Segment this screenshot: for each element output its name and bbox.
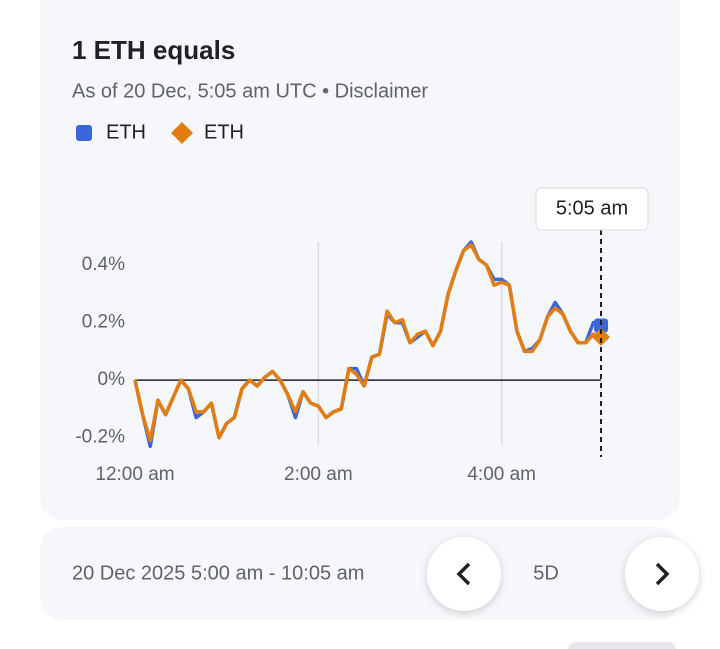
range-option[interactable]: 5D [533, 562, 559, 584]
y-tick-label: 0.4% [82, 254, 125, 275]
legend-label: ETH [204, 121, 244, 143]
range-card [40, 527, 680, 620]
legend-marker [171, 122, 193, 144]
subtitle[interactable]: As of 20 Dec, 5:05 am UTC • Disclaimer [72, 80, 428, 102]
prev-button[interactable] [427, 537, 501, 611]
date-range: 20 Dec 2025 5:00 am - 10:05 am [72, 562, 364, 584]
y-tick-label: -0.2% [75, 427, 125, 448]
end-marker [592, 327, 610, 346]
legend-marker [76, 125, 92, 141]
series-line [133, 243, 602, 443]
next-button[interactable] [625, 537, 699, 611]
tooltip: 5:05 am [556, 197, 628, 219]
tooltip-box [535, 187, 649, 231]
y-tick-label: 0% [98, 369, 126, 390]
plot: ETH ETH 12:00 am 2:00 am 4:00 am 0.4% 0.2% 0% -0… [75, 121, 610, 485]
x-tick-label: 2:00 am [284, 464, 353, 485]
legend-label: ETH [106, 121, 146, 143]
end-marker [594, 318, 608, 333]
y-tick-label: 0.2% [82, 312, 125, 333]
partial-element [568, 642, 676, 649]
x-tick-label: 12:00 am [95, 464, 174, 485]
title: 1 ETH equals [72, 35, 235, 65]
chart-card [40, 0, 680, 520]
x-tick-label: 4:00 am [467, 464, 536, 485]
